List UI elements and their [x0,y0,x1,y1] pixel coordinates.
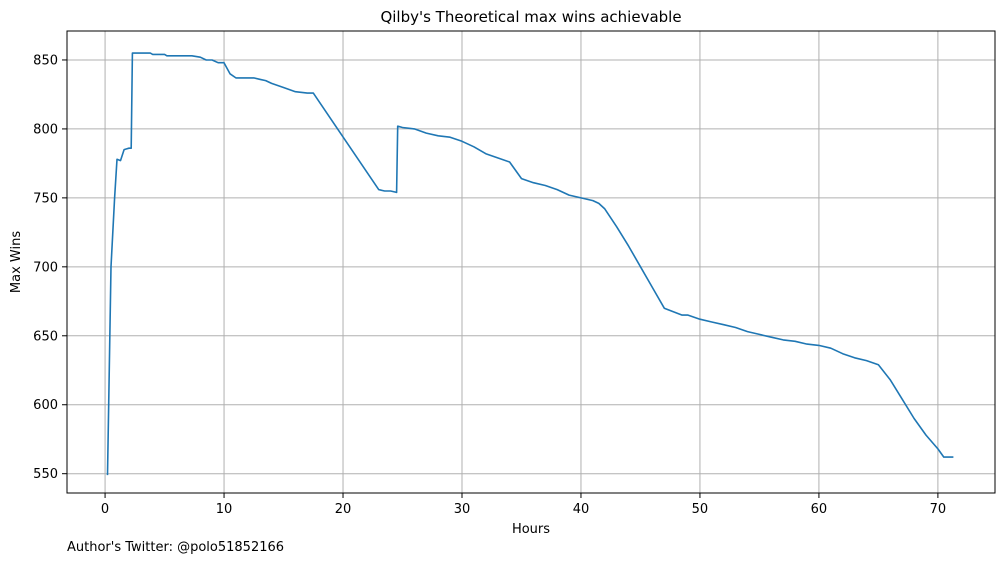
grid-lines [67,31,995,493]
y-tick-label: 750 [33,191,58,206]
x-tick-label: 10 [216,502,233,517]
x-tick-label: 70 [930,502,947,517]
x-axis-label: Hours [512,522,550,537]
x-tick-label: 30 [454,502,471,517]
x-tick-label: 20 [335,502,352,517]
y-axis-ticks: 550 600 650 700 750 800 850 [33,53,67,482]
y-tick-label: 650 [33,329,58,344]
x-axis-ticks: 0 10 20 30 40 50 60 70 [101,493,946,517]
author-credit: Author's Twitter: @polo51852166 [67,540,284,555]
x-tick-label: 40 [573,502,590,517]
y-tick-label: 550 [33,467,58,482]
y-axis-label: Max Wins [9,231,24,293]
chart-title: Qilby's Theoretical max wins achievable [380,8,681,26]
series-line-max-wins [106,52,954,476]
y-tick-label: 600 [33,398,58,413]
y-tick-label: 800 [33,122,58,137]
x-tick-label: 50 [692,502,709,517]
x-tick-label: 60 [811,502,828,517]
y-tick-label: 850 [33,53,58,68]
plot-frame [66,30,996,494]
x-tick-label: 0 [101,502,109,517]
y-tick-label: 700 [33,260,58,275]
